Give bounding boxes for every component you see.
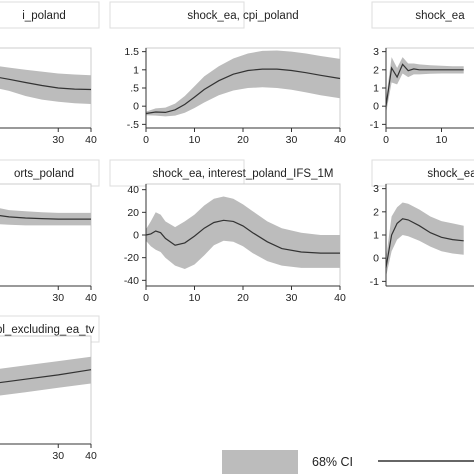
irf-line	[145, 219, 340, 254]
panel-p4: orts_poland 30 40	[0, 159, 100, 304]
ci-band	[146, 50, 340, 117]
panel-title: _pl_excluding_ea_tv	[0, 324, 95, 336]
panel-title: i_poland	[22, 10, 65, 22]
y-tick-label: -1	[370, 276, 379, 288]
panel-p6: shock_ea 3 2 1 0 -1	[370, 159, 474, 288]
y-tick-label: 3	[373, 183, 379, 195]
plot-area	[0, 183, 92, 287]
x-tick-label: 10	[189, 134, 201, 146]
y-tick-label: -.5	[127, 119, 139, 131]
panel-title-box	[0, 1, 100, 29]
x-tick-label: 20	[237, 134, 249, 146]
panel-title: orts_poland	[14, 168, 74, 180]
panel-p7: _pl_excluding_ea_tv 30 40	[0, 315, 100, 462]
y-tick-label: 0	[373, 253, 379, 265]
y-tick-label: 0	[373, 101, 379, 113]
plot-area	[385, 47, 474, 129]
y-tick-label: .5	[130, 83, 139, 95]
ci-band	[0, 66, 91, 104]
ci-band	[386, 57, 464, 114]
panel-title-box	[371, 1, 474, 29]
x-tick-label: 40	[85, 292, 97, 304]
panel-title: shock_ea, interest_poland_IFS_1M	[153, 168, 334, 180]
irf-line	[0, 369, 92, 384]
x-tick-label: 30	[286, 134, 298, 146]
y-tick-label: -40	[124, 275, 139, 287]
y-tick-label: 40	[127, 184, 139, 196]
legend-ci-label: 68% CI	[312, 455, 353, 469]
x-tick-label: 30	[52, 450, 64, 462]
y-tick-label: 1	[133, 64, 139, 76]
panel-title: shock_ea	[427, 168, 474, 180]
x-tick-label: 0	[143, 292, 149, 304]
ci-band	[0, 208, 91, 226]
panel-title: shock_ea	[415, 10, 465, 22]
x-tick-label: 0	[143, 134, 149, 146]
x-tick-label: 30	[286, 292, 298, 304]
y-tick-label: 1.5	[124, 46, 139, 58]
y-tick-label: 1	[373, 83, 379, 95]
x-tick-label: 30	[52, 292, 64, 304]
x-tick-label: 40	[334, 292, 346, 304]
x-tick-label: 0	[383, 134, 389, 146]
legend: 68% CI	[222, 450, 474, 474]
y-tick-label: 0	[133, 101, 139, 113]
irf-line	[145, 68, 341, 115]
panel-p1: i_poland 30 40	[0, 1, 100, 146]
ci-band	[386, 202, 464, 277]
x-tick-label: 10	[436, 134, 448, 146]
panel-title-box	[109, 1, 245, 29]
y-tick-label: 2	[373, 206, 379, 218]
legend-ci-swatch	[222, 450, 298, 474]
irf-line	[385, 218, 464, 268]
y-tick-label: 20	[127, 207, 139, 219]
y-tick-label: -20	[124, 252, 139, 264]
irf-line	[0, 215, 91, 220]
x-tick-label: 40	[85, 134, 97, 146]
x-tick-label: 40	[85, 450, 97, 462]
y-tick-label: -1	[370, 119, 379, 131]
y-tick-label: 1	[373, 230, 379, 242]
panel-title: shock_ea, cpi_poland	[187, 10, 298, 22]
x-tick-label: 10	[189, 292, 201, 304]
x-tick-label: 30	[52, 134, 64, 146]
x-tick-label: 20	[237, 292, 249, 304]
y-tick-label: 3	[373, 46, 379, 58]
panel-title-box	[371, 159, 474, 187]
panel-p5: shock_ea, interest_poland_IFS_1M 0 10 20 30 4…	[109, 159, 346, 304]
irf-line	[0, 77, 92, 91]
panel-title-box	[109, 159, 245, 187]
y-tick-label: 2	[373, 64, 379, 76]
y-tick-label: 0	[133, 230, 139, 242]
x-tick-label: 40	[334, 134, 346, 146]
irf-line	[385, 63, 464, 107]
